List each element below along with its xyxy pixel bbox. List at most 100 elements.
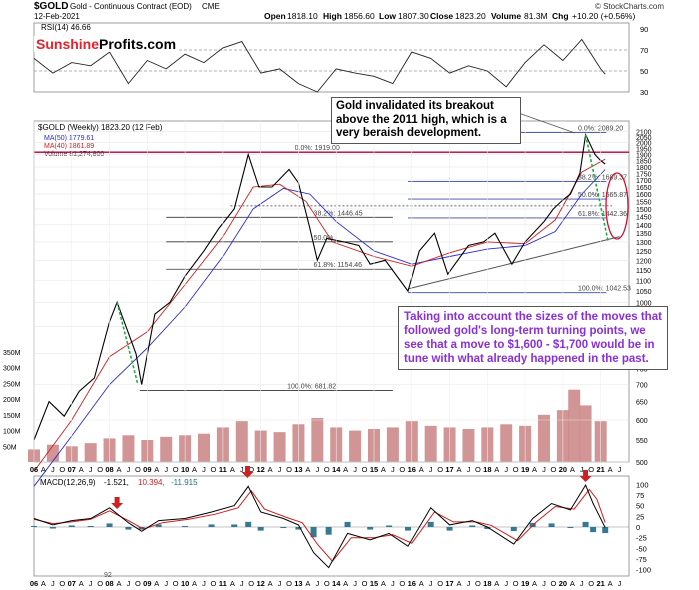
price-y-tick: 600 [636,418,648,425]
x-tick-label: O [97,465,103,474]
x-tick-label: 18 [483,465,491,474]
macd-histogram-bar [325,527,332,535]
x-tick-label: J [278,465,282,474]
volume-bar [311,418,324,462]
x-tick-label-macd: O [399,579,405,588]
volume-bar [349,430,362,462]
x-tick-label-macd: A [79,579,84,588]
ohlc-close-label: Close [430,11,453,21]
x-tick-label-macd: J [202,579,206,588]
green-dotted-projection [584,134,610,243]
target-annotation: Taking into account the sizes of the mov… [398,306,668,370]
x-tick-label: O [362,465,368,474]
macd-histogram-bar [68,525,75,527]
volume-bar [568,389,581,462]
x-tick-label: A [570,465,575,474]
x-tick-label: A [381,465,386,474]
fib-level-38-2020-label: 38.2%: 1689.37 [578,175,627,182]
volume-bar [160,436,173,462]
sunshine-profits-logo: SunshineProfits.com [34,36,179,52]
fib-level-50-2020-label: 50.0%: 1565.87 [578,192,627,199]
x-tick-label-macd: 09 [143,579,151,588]
macd-legend-value1: -1.521, [104,478,129,487]
x-tick-label-macd: J [127,579,131,588]
x-tick-label: A [154,465,159,474]
price-y-tick: 1850 [636,159,652,166]
x-tick-label: 06 [30,465,38,474]
x-tick-label-macd: 18 [483,579,491,588]
macd-histogram-bar [469,525,476,527]
x-tick-label-macd: 13 [294,579,302,588]
y-axis-layer: 9070503021002050200019501900185018001750… [3,25,652,575]
rsi-panel-frame [33,22,630,93]
x-tick-label-macd: A [116,579,121,588]
ohlc-volume-label: Volume [491,11,521,21]
green-dotted-2008-decline [116,302,139,385]
macd-histogram-bar [510,527,517,532]
ohlc-change-label: Chg [552,11,569,21]
logo-part1: Sunshine [36,36,100,52]
x-tick-label-macd: J [429,579,433,588]
x-tick-label: 20 [559,465,567,474]
price-y-tick: 1700 [636,178,652,185]
volume-bar [424,425,437,462]
chart-description: Gold - Continuous Contract (EOD) [70,2,192,11]
ma50-line [33,169,606,487]
x-tick-label-macd: 15 [370,579,378,588]
volume-bar [386,427,399,462]
macd-y-tick: -50 [636,544,647,553]
price-y-tick: 2100 [636,129,652,136]
macd-histogram-bar [484,527,491,530]
resistance-2011-high-label: 0.0%: 1919.00 [295,145,340,152]
x-tick-label: A [192,465,197,474]
x-tick-label-macd: O [211,579,217,588]
macd-histogram-bar [106,523,113,527]
macd-histogram-bar [344,521,351,527]
x-tick-label: O [135,465,141,474]
fib-level-38-2011-label: 38.2%: 1446.45 [314,210,363,217]
x-tick-label-macd: 19 [521,579,529,588]
x-tick-label: J [618,465,622,474]
x-tick-label: 17 [445,465,453,474]
macd-histogram-bar [582,521,589,527]
x-tick-label-macd: J [467,579,471,588]
x-tick-label: A [268,465,273,474]
price-y-tick: 1800 [636,165,652,172]
price-y-tick: 750 [636,367,648,374]
price-y-tick: 1200 [636,258,652,265]
x-tick-label-macd: J [89,579,93,588]
x-tick-label-macd: 16 [408,579,416,588]
x-tick-label: O [173,465,179,474]
macd-histogram-bar [231,524,238,527]
x-tick-label-macd: A [230,579,235,588]
ohlc-low: 1807.30 [398,11,429,21]
x-tick-label-macd: O [248,579,254,588]
rising-trendline [407,236,620,290]
price-y-tick: 700 [636,382,648,389]
x-tick-label-macd: 12 [256,579,264,588]
decoration-layer [111,109,629,509]
price-y-tick: 1300 [636,240,652,247]
x-tick-label: A [116,465,121,474]
x-tick-label: O [59,465,65,474]
x-tick-label-macd: A [608,579,613,588]
x-tick-label-macd: A [154,579,159,588]
x-tick-label-macd: O [286,579,292,588]
rsi-layer [33,38,629,93]
x-tick-label: A [456,465,461,474]
x-tick-label-macd: J [542,579,546,588]
price-y-tick: 1550 [636,199,652,206]
x-tick-label: O [286,465,292,474]
x-tick-label-macd: 20 [559,579,567,588]
x-tick-label: O [513,465,519,474]
x-tick-label-macd: J [315,579,319,588]
price-y-tick: 650 [636,400,648,407]
price-y-tick: 1950 [636,146,652,153]
rsi-series-line [33,38,606,93]
x-tick-label-macd: A [570,579,575,588]
macd-histogram-bar [182,525,189,527]
price-y-tick: 1400 [636,223,652,230]
rsi-legend: RSI(14) 46.66 [41,23,91,32]
macd-y-tick: 0 [636,523,640,532]
